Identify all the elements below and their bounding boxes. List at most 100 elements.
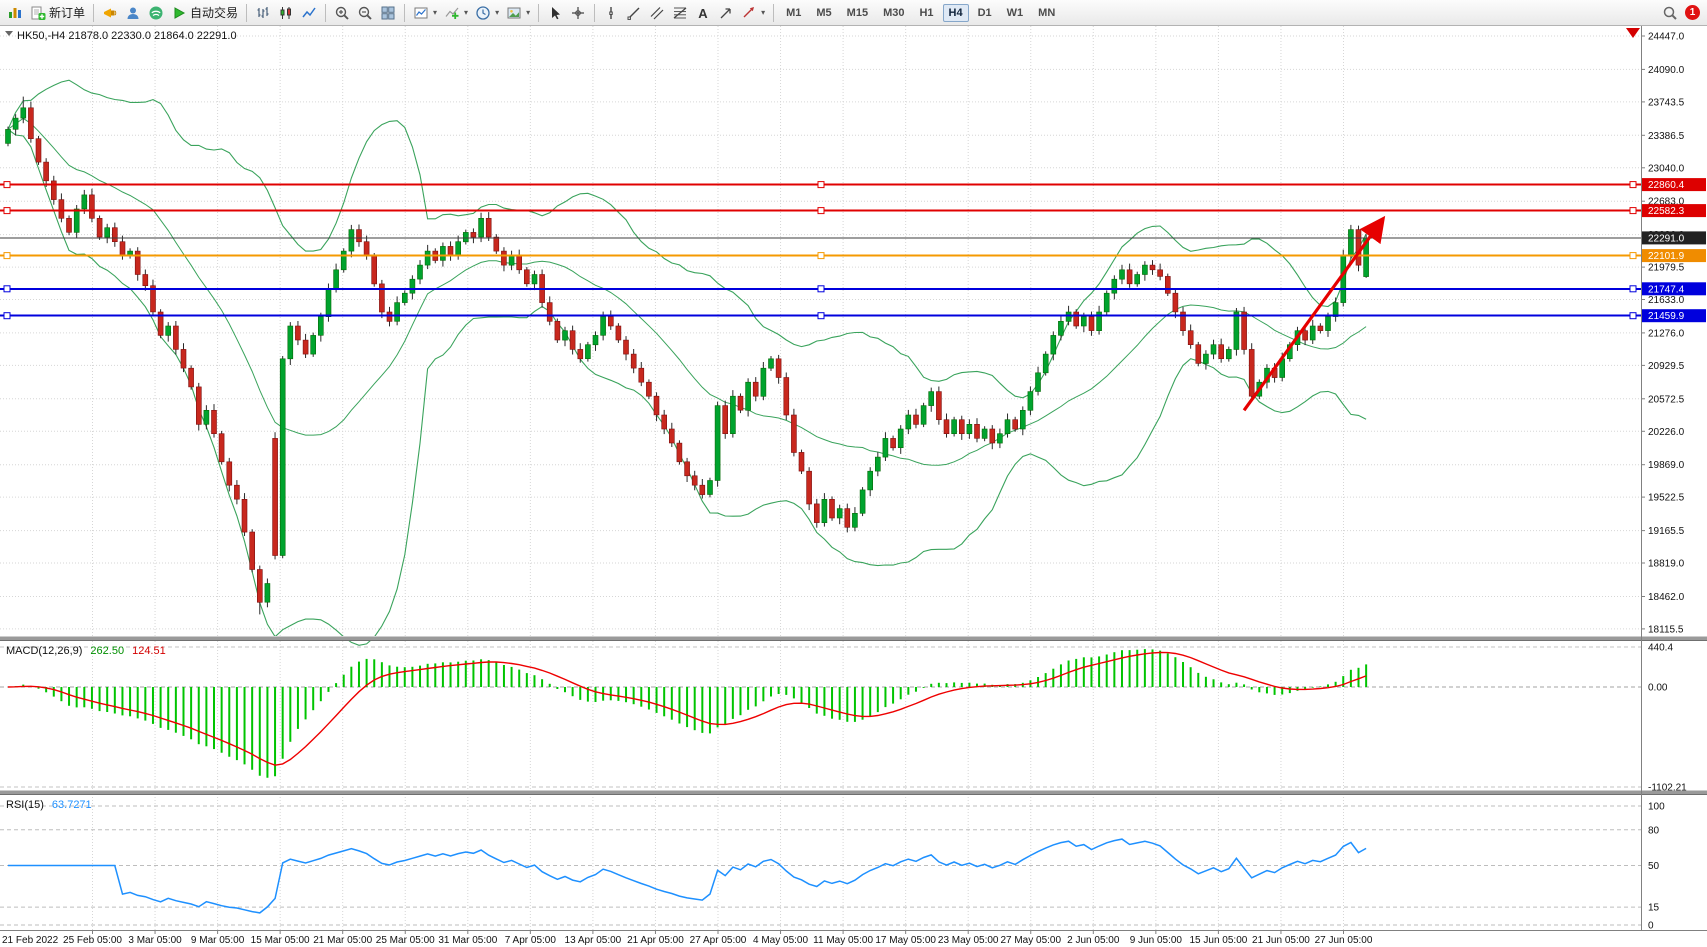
trend-arrow[interactable] [1242,215,1386,412]
indicators-button[interactable]: ▾ [441,1,471,25]
crosshair-button[interactable] [567,1,589,25]
line-handle[interactable] [3,181,11,189]
line-handle[interactable] [1629,285,1637,293]
tile-windows-button[interactable] [377,1,399,25]
timeframe-m1[interactable]: M1 [786,6,802,19]
price-tag-value: 22101.9 [1648,251,1685,262]
price-axis-label: 19522.5 [1648,493,1685,504]
zoom-in-button[interactable] [331,1,353,25]
macd-axis-label: 440.4 [1648,643,1673,654]
time-axis[interactable]: 21 Feb 2022 25 Feb 05:00 3 Mar 05:00 9 Mar … [2,930,1373,946]
line-handle[interactable] [1629,312,1637,320]
line-chart-button[interactable] [298,1,320,25]
line-handle[interactable] [3,252,11,260]
timeframe-d1[interactable]: D1 [977,6,992,19]
line-handle[interactable] [3,285,11,293]
time-axis-label: 2 Jun 05:00 [1067,935,1120,946]
time-axis-label: 15 Mar 05:00 [251,935,310,946]
price-axis[interactable]: 24447.0 24090.0 23743.5 23386.5 23040.0 22683… [1641,32,1706,932]
timeframe-w1[interactable]: W1 [1006,6,1024,19]
dropdown-caret-icon: ▾ [495,8,500,17]
time-axis-label: 27 Jun 05:00 [1315,935,1373,946]
new-order-button[interactable]: 新订单 [27,1,88,25]
candlestick-chart-button[interactable] [275,1,297,25]
news-button[interactable] [99,1,121,25]
timeframe-m30[interactable]: M30 [883,6,905,19]
rsi-line [8,838,1367,914]
dropdown-caret-icon: ▾ [433,8,438,17]
rsi-axis-label: 0 [1648,921,1654,932]
channel-button[interactable] [646,1,668,25]
line-handle[interactable] [817,252,825,260]
zoom-out-button[interactable] [354,1,376,25]
price-axis-label: 21276.0 [1648,328,1685,339]
price-tag-value: 22291.0 [1648,233,1685,244]
time-axis-label: 21 Apr 05:00 [627,935,684,946]
shapes-button[interactable]: ▾ [738,1,768,25]
line-handle[interactable] [817,285,825,293]
line-handle[interactable] [817,207,825,215]
cursor-button[interactable] [544,1,566,25]
arrowtool-icon [718,5,734,21]
indicators-icon [444,5,460,21]
fibonacci-button[interactable] [669,1,691,25]
timeframe-m15[interactable]: M15 [846,6,869,19]
rsi-axis-label: 15 [1648,903,1660,914]
periods-button[interactable]: ▾ [472,1,502,25]
vertical-line-button[interactable] [600,1,622,25]
price-axis-label: 23386.5 [1648,131,1685,142]
notification-badge[interactable]: 1 [1685,5,1700,20]
rsi-axis-label: 50 [1648,861,1660,872]
price-axis-label: 23743.5 [1648,97,1685,108]
timeframe-h1[interactable]: H1 [919,6,934,19]
toolbar-divider [93,3,95,22]
line-handle[interactable] [1629,207,1637,215]
timeframe-h4[interactable]: H4 [942,3,969,22]
timeframe-m5[interactable]: M5 [816,6,832,19]
time-axis-label: 21 Mar 05:00 [313,935,372,946]
signals-button[interactable] [145,1,167,25]
dropdown-caret-icon: ▾ [464,8,469,17]
panel-separator[interactable] [0,636,1707,641]
quick-nav-toggle-icon[interactable] [5,31,13,36]
autotrade-button[interactable]: 自动交易 [168,1,241,25]
price-axis-label: 22683.0 [1648,197,1685,208]
community-button[interactable] [122,1,144,25]
price-tag [1642,204,1706,218]
line-handle[interactable] [3,207,11,215]
line-handle[interactable] [1629,252,1637,260]
price-axis-label: 18115.5 [1648,624,1684,635]
text-icon: A [695,5,711,21]
text-button[interactable]: A [692,1,714,25]
chart-canvas[interactable]: 24447.0 24090.0 23743.5 23386.5 23040.0 22683… [0,26,1707,947]
time-axis-label: 9 Mar 05:00 [191,935,245,946]
terminal-button[interactable] [4,1,26,25]
templates-button[interactable]: ▾ [503,1,533,25]
line-handle[interactable] [817,312,825,320]
new-chart-button[interactable]: ▾ [410,1,440,25]
profile-icon [125,5,141,21]
timeframe-mn[interactable]: MN [1038,6,1056,19]
price-axis-label: 24447.0 [1648,32,1685,43]
svg-text:A: A [698,6,708,21]
chart-shift-marker-icon[interactable] [1626,28,1640,38]
line-handle[interactable] [817,181,825,189]
toolbar-divider [404,3,406,22]
toolbar-divider [773,3,775,22]
line-handle[interactable] [3,312,11,320]
panel-separator[interactable] [0,790,1707,795]
symbol-search-icon[interactable] [1662,5,1678,21]
price-tag-value: 22860.4 [1648,180,1685,191]
price-axis-label: 20226.0 [1648,427,1685,438]
tile-icon [380,5,396,21]
trendline-icon [626,5,642,21]
bar-chart-button[interactable] [252,1,274,25]
trendline-button[interactable] [623,1,645,25]
app-icon [7,5,23,21]
time-axis-label: 3 Mar 05:00 [128,935,182,946]
template-icon [506,5,522,21]
line-handle[interactable] [1629,181,1637,189]
neworder-icon [30,5,46,21]
arrow-tool-button[interactable] [715,1,737,25]
